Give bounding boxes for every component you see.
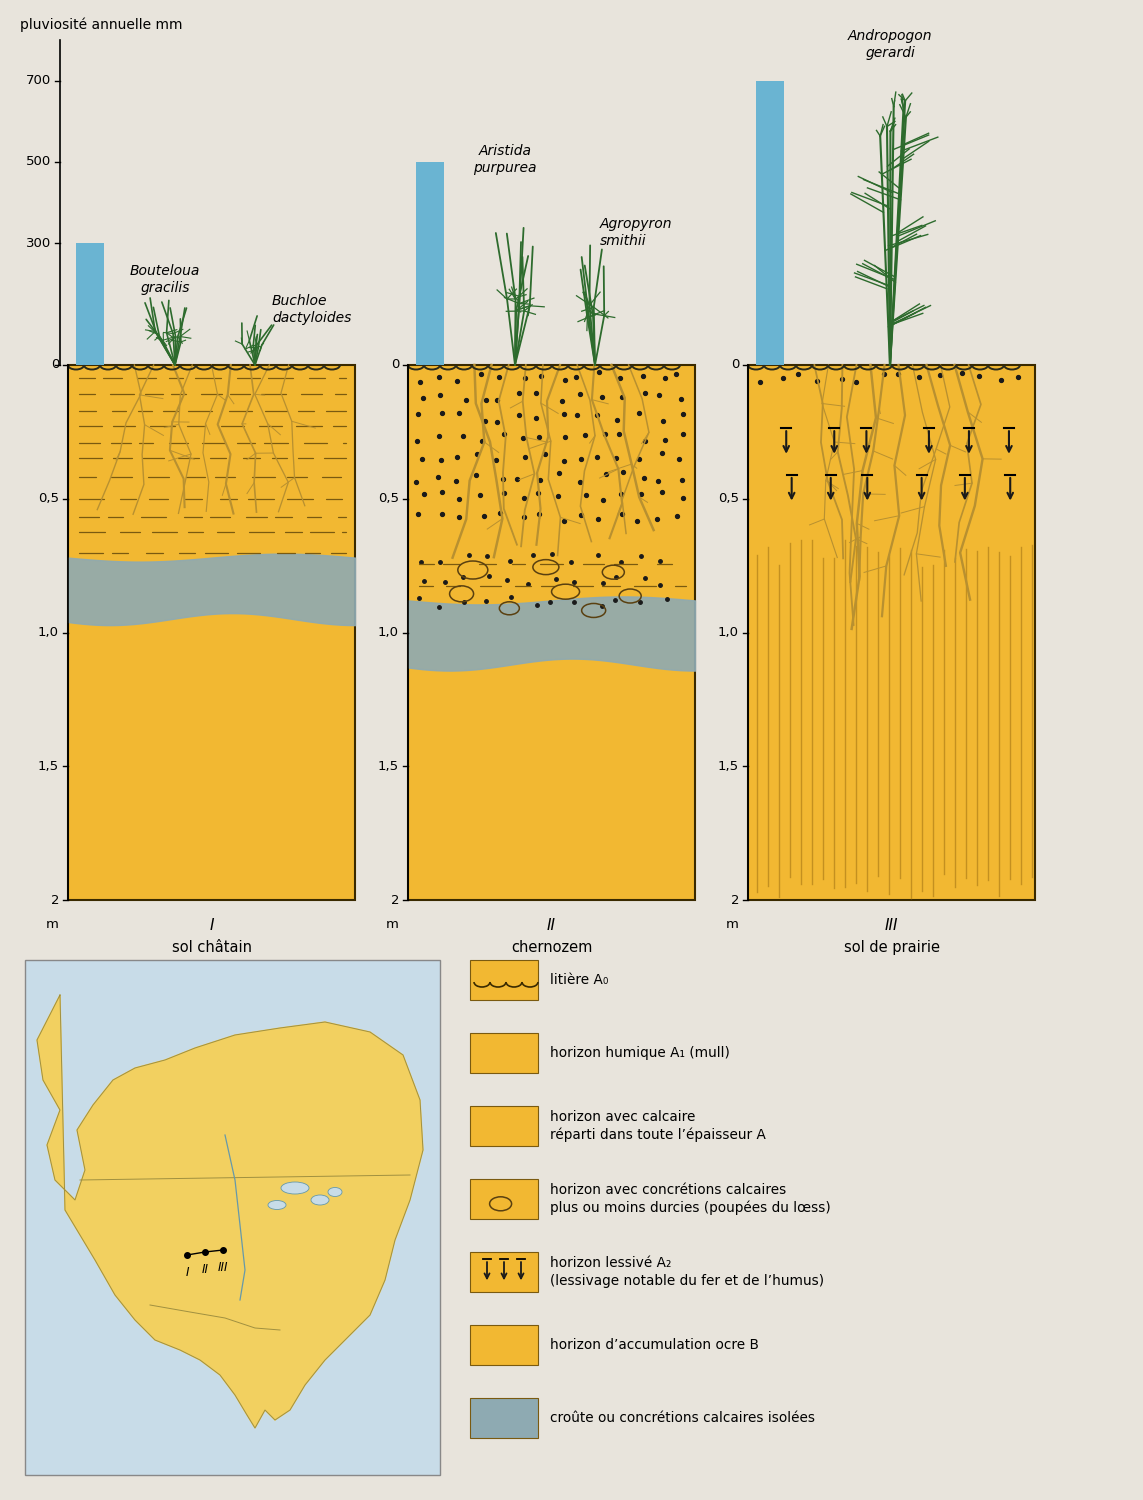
Text: m: m (46, 918, 59, 932)
Bar (470, 1106, 538, 1146)
Bar (470, 1034, 538, 1072)
Text: 2: 2 (50, 894, 59, 906)
Bar (748, 364, 1036, 900)
Text: 1,0: 1,0 (718, 626, 740, 639)
Bar (416, 162, 443, 364)
Text: 2: 2 (730, 894, 740, 906)
Polygon shape (37, 994, 423, 1428)
Text: 700: 700 (26, 74, 51, 87)
Text: III: III (885, 918, 898, 933)
Bar (408, 364, 695, 900)
Ellipse shape (311, 1196, 329, 1204)
Text: horizon avec calcaire
réparti dans toute l’épaisseur A: horizon avec calcaire réparti dans toute… (550, 1110, 766, 1143)
Text: Bouteloua
gracilis: Bouteloua gracilis (130, 264, 200, 296)
Bar (756, 81, 784, 364)
Text: 0: 0 (730, 358, 740, 372)
Text: litière A₀: litière A₀ (550, 974, 608, 987)
Text: horizon lessivé A₂
(lessivage notable du fer et de l’humus): horizon lessivé A₂ (lessivage notable du… (550, 1256, 824, 1288)
Text: 2: 2 (391, 894, 399, 906)
Ellipse shape (267, 1200, 286, 1209)
Bar (470, 960, 538, 1000)
Text: 1,5: 1,5 (38, 759, 59, 772)
Text: m: m (726, 918, 740, 932)
Text: 1,0: 1,0 (378, 626, 399, 639)
Ellipse shape (281, 1182, 309, 1194)
Bar (67, 364, 355, 900)
Text: 1,5: 1,5 (718, 759, 740, 772)
Text: 0: 0 (50, 358, 59, 372)
Text: II: II (547, 918, 555, 933)
Text: I: I (185, 1266, 189, 1280)
Bar (470, 1252, 538, 1292)
Text: II: II (201, 1263, 208, 1276)
Bar (470, 1324, 538, 1365)
Text: 0,5: 0,5 (718, 492, 740, 506)
Text: horizon d’accumulation ocre B: horizon d’accumulation ocre B (550, 1338, 759, 1352)
Text: 300: 300 (26, 237, 51, 249)
Text: sol châtain: sol châtain (171, 940, 251, 956)
Text: 1,0: 1,0 (38, 626, 59, 639)
Bar (25, 960, 440, 1474)
Text: Andropogon
gerardi: Andropogon gerardi (848, 28, 933, 60)
Text: III: III (218, 1262, 229, 1274)
Text: horizon avec concrétions calcaires
plus ou moins durcies (poupées du lœss): horizon avec concrétions calcaires plus … (550, 1182, 831, 1215)
Text: 500: 500 (26, 156, 51, 168)
Bar (470, 1179, 538, 1219)
Text: Aristida
purpurea: Aristida purpurea (473, 144, 537, 176)
Bar (470, 1398, 538, 1438)
Text: Buchloe
dactyloides: Buchloe dactyloides (272, 294, 351, 326)
Text: sol de prairie: sol de prairie (844, 940, 940, 956)
Text: 0,5: 0,5 (38, 492, 59, 506)
Text: pluviosité annuelle mm: pluviosité annuelle mm (19, 18, 183, 32)
Text: Agropyron
smithii: Agropyron smithii (600, 216, 672, 248)
Text: m: m (386, 918, 399, 932)
Ellipse shape (328, 1188, 342, 1197)
Text: horizon humique A₁ (mull): horizon humique A₁ (mull) (550, 1046, 730, 1060)
Bar (75, 243, 104, 364)
Text: 1,5: 1,5 (378, 759, 399, 772)
Text: chernozem: chernozem (511, 940, 592, 956)
Text: I: I (209, 918, 214, 933)
Text: 0: 0 (391, 358, 399, 372)
Text: 0,5: 0,5 (378, 492, 399, 506)
Text: croûte ou concrétions calcaires isolées: croûte ou concrétions calcaires isolées (550, 1412, 815, 1425)
